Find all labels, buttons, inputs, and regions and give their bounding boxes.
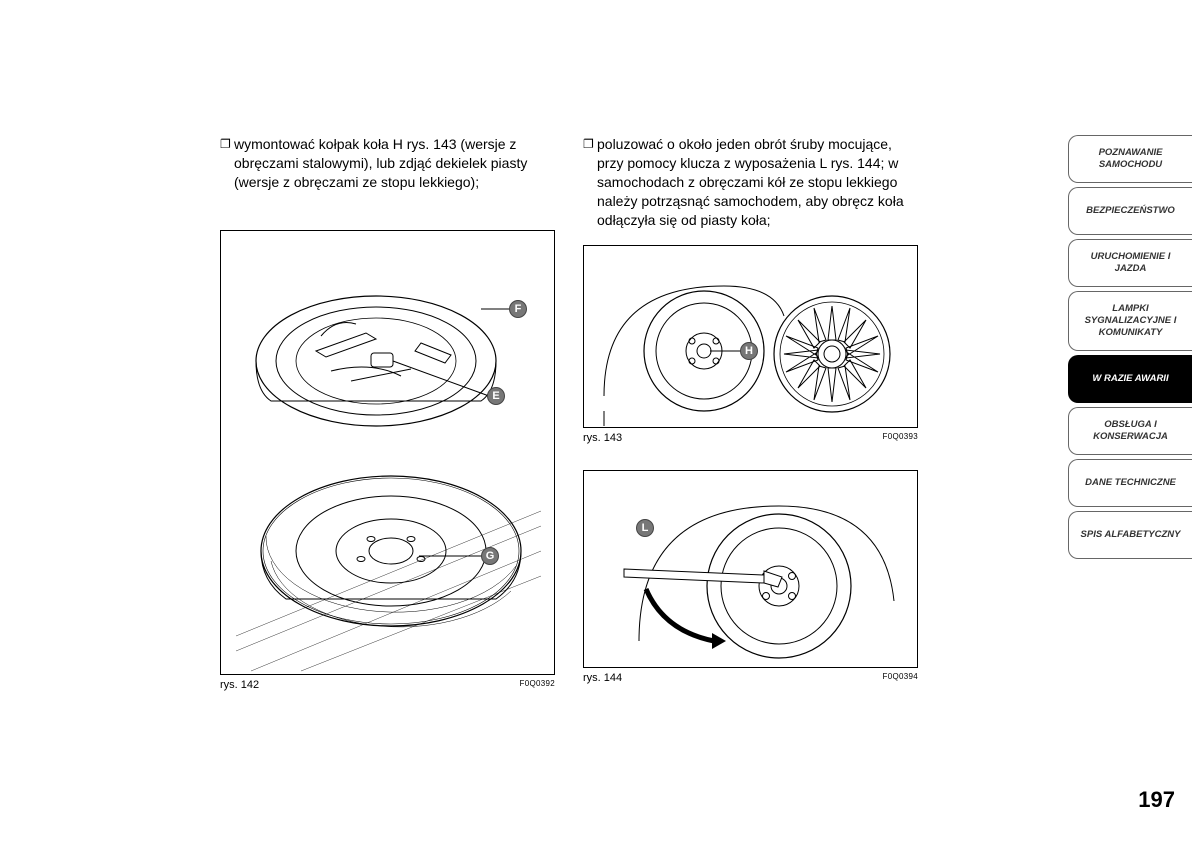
bullet-text: wymontować kołpak koła H rys. 143 (wersj… [234,135,555,192]
callout-G: G [481,547,499,565]
figure-144-caption: rys. 144 F0Q0394 [583,672,918,684]
bullet-marker: ❐ [583,135,597,229]
tab-dane-techniczne[interactable]: DANE TECHNICZNE [1068,459,1192,507]
content-area: ❐ wymontować kołpak koła H rys. 143 (wer… [0,0,1068,848]
bullet-text: poluzować o około jeden obrót śruby mocu… [597,135,918,229]
figure-code: F0Q0392 [520,679,555,691]
tab-obsluga[interactable]: OBSŁUGA I KONSERWACJA [1068,407,1192,455]
tab-w-razie-awarii[interactable]: W RAZIE AWARII [1068,355,1192,403]
figure-label: rys. 142 [220,679,259,691]
tab-lampki[interactable]: LAMPKI SYGNALIZACYJNE I KOMUNIKATY [1068,291,1192,351]
page-number: 197 [1138,787,1175,813]
figure-code: F0Q0394 [883,672,918,684]
manual-page: ❐ wymontować kołpak koła H rys. 143 (wer… [0,0,1200,848]
bullet-item: ❐ wymontować kołpak koła H rys. 143 (wer… [220,135,555,192]
callout-E: E [487,387,505,405]
section-tabs: POZNAWANIE SAMOCHODU BEZPIECZEŃSTWO URUC… [1068,0,1200,848]
callout-F: F [509,300,527,318]
left-column: ❐ wymontować kołpak koła H rys. 143 (wer… [220,135,555,808]
figure-code: F0Q0393 [883,432,918,444]
bullet-marker: ❐ [220,135,234,192]
figure-142: F E G [220,230,555,675]
figure-143-caption: rys. 143 F0Q0393 [583,432,918,444]
figure-143: H [583,245,918,428]
right-column: ❐ poluzować o około jeden obrót śruby mo… [583,135,918,808]
figure-label: rys. 143 [583,432,622,444]
tab-spis[interactable]: SPIS ALFABETYCZNY [1068,511,1192,559]
tab-poznawanie[interactable]: POZNAWANIE SAMOCHODU [1068,135,1192,183]
tab-uruchomienie[interactable]: URUCHOMIENIE I JAZDA [1068,239,1192,287]
bullet-item: ❐ poluzować o około jeden obrót śruby mo… [583,135,918,229]
figure-144: L [583,470,918,668]
figure-label: rys. 144 [583,672,622,684]
tab-bezpieczenstwo[interactable]: BEZPIECZEŃSTWO [1068,187,1192,235]
figure-142-caption: rys. 142 F0Q0392 [220,679,555,691]
